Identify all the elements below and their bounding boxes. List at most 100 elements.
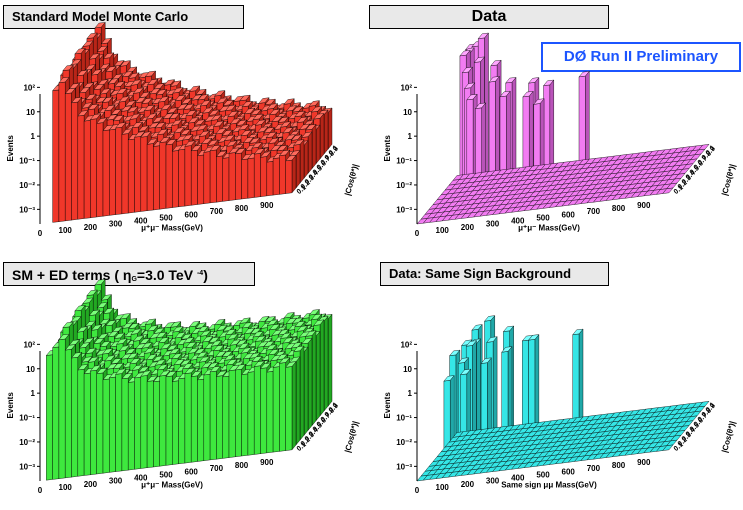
bar-top <box>194 119 206 126</box>
bar-top <box>196 124 208 131</box>
z-tick-label: 0.2 <box>300 436 312 448</box>
z-tick-label: 0.9 <box>328 145 340 157</box>
bar-top <box>209 144 221 151</box>
bar-front <box>184 145 192 207</box>
z-tick-label: 0.9 <box>328 402 340 414</box>
bar-top <box>216 97 228 104</box>
z-tick-label: 0.5 <box>689 422 701 434</box>
bar-front <box>247 157 255 199</box>
bar-top <box>106 363 118 370</box>
bar-top <box>165 370 177 377</box>
bar-top <box>144 318 157 325</box>
bar-top <box>213 120 225 127</box>
bar-top <box>459 50 471 57</box>
x-tick-label: 700 <box>210 464 224 473</box>
bar-top <box>168 112 181 120</box>
bar-top <box>87 103 99 110</box>
bar-top <box>201 138 213 145</box>
bar-top <box>96 367 108 374</box>
bar-front <box>165 375 173 466</box>
panel-title-sm-mc: Standard Model Monte Carlo <box>3 5 244 29</box>
bar-top <box>115 122 127 129</box>
bar-front <box>522 339 529 430</box>
bar-side <box>319 319 325 417</box>
bar-top <box>149 88 161 95</box>
bar-top <box>251 355 263 363</box>
bar-top <box>198 356 210 363</box>
d0-run2-preliminary-badge: DØ Run II Preliminary <box>541 42 741 72</box>
bar-top <box>269 323 281 330</box>
bar-front <box>71 101 79 221</box>
bar-top <box>184 140 196 147</box>
bar-top <box>182 134 194 141</box>
bar-top <box>285 105 297 112</box>
bar-top <box>86 289 98 296</box>
bar-top <box>185 109 197 117</box>
bar-top <box>194 348 206 355</box>
bar-front <box>46 354 53 481</box>
panel-title-same-sign: Data: Same Sign Background <box>380 262 609 286</box>
y-tick-label: 10⁻³ <box>19 205 35 214</box>
bar-side <box>319 112 325 160</box>
bar-top <box>138 125 150 132</box>
bar-top <box>227 333 239 340</box>
bar-top <box>120 105 133 112</box>
bar-top <box>260 362 272 369</box>
bar-top <box>201 362 213 369</box>
x-tick-label: 200 <box>84 480 98 489</box>
bar-top <box>480 357 492 364</box>
bar-top <box>484 315 496 322</box>
bar-top <box>202 336 214 343</box>
bar-top <box>183 103 195 110</box>
bar-front <box>572 333 580 423</box>
bar-top <box>268 348 280 356</box>
x-tick-label: 800 <box>235 204 249 213</box>
y-tick-label: 10 <box>26 108 35 117</box>
bar-top <box>76 326 88 333</box>
bar-top <box>264 316 276 323</box>
bar-side <box>295 356 301 446</box>
x-tick-label: 400 <box>134 217 148 226</box>
bar-top <box>293 139 305 146</box>
y-tick-label: 10² <box>23 83 35 92</box>
bar-top <box>457 357 469 364</box>
bar-top <box>249 137 261 144</box>
bar-top <box>101 96 114 103</box>
bar-top <box>100 37 112 45</box>
panel-title-sm-ed: SM + ED terms ( ηG=3.0 TeV -4) <box>3 262 255 286</box>
bar-top <box>235 119 248 126</box>
x-tick-label: 900 <box>260 458 274 467</box>
bar-top <box>155 89 167 96</box>
z-tick-label: 0.9 <box>705 145 717 157</box>
y-tick-label: 1 <box>408 389 413 398</box>
bar-top <box>260 151 272 158</box>
bar-top <box>116 88 128 95</box>
bar-front <box>279 154 286 195</box>
bar-top <box>243 107 256 115</box>
bar-front <box>153 145 160 211</box>
bar-top <box>144 70 157 77</box>
bar-top <box>228 147 240 154</box>
bar-top <box>254 335 267 342</box>
z-tick-label: 0.5 <box>312 165 324 177</box>
bar-top <box>104 355 116 362</box>
bar-top <box>160 343 172 350</box>
x-tick-label: 0 <box>38 229 43 238</box>
y-tick-label: 1 <box>31 132 36 141</box>
floor-cell <box>662 187 674 194</box>
bar-top <box>143 347 155 354</box>
bar-top <box>113 81 126 88</box>
bar-top <box>71 352 83 359</box>
lego-bars-panel-1 <box>459 32 590 209</box>
bar-top <box>88 309 100 316</box>
bar-top <box>196 351 208 358</box>
y-tick-label: 10 <box>403 365 412 374</box>
x-tick-label: 700 <box>210 207 224 216</box>
bar-top <box>285 155 297 162</box>
z-tick-label: 0.1 <box>673 441 685 453</box>
z-tick-label: 0.3 <box>681 175 693 187</box>
bar-front <box>260 156 267 197</box>
bar-top <box>76 69 88 77</box>
bar-top <box>474 102 487 109</box>
